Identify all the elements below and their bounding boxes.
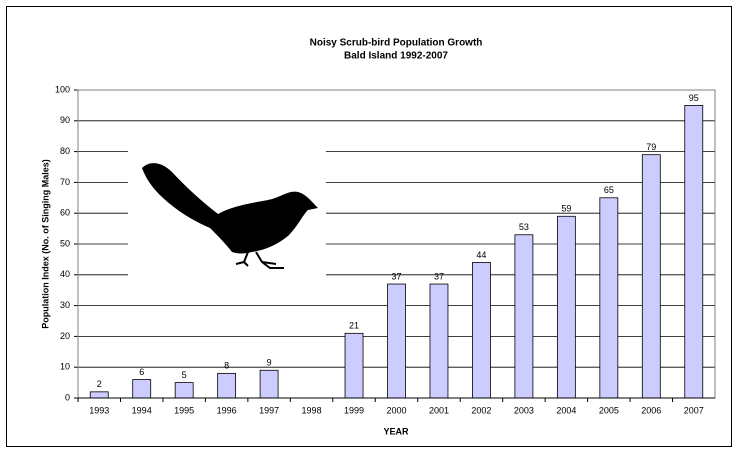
x-tick-label: 2004 bbox=[556, 405, 576, 415]
value-label: 37 bbox=[391, 271, 401, 281]
x-tick-label: 2000 bbox=[386, 405, 406, 415]
bar bbox=[259, 369, 279, 399]
y-tick-label: 100 bbox=[55, 84, 70, 94]
x-tick-label: 1994 bbox=[132, 405, 152, 415]
value-label: 5 bbox=[182, 370, 187, 380]
value-label: 8 bbox=[224, 361, 229, 371]
x-tick-label: 1997 bbox=[259, 405, 279, 415]
x-axis-title: YEAR bbox=[383, 426, 409, 436]
chart-subtitle: Bald Island 1992-2007 bbox=[344, 51, 448, 62]
x-tick-label: 2002 bbox=[471, 405, 491, 415]
bar bbox=[599, 197, 619, 399]
x-tick-label: 2005 bbox=[599, 405, 619, 415]
value-label: 37 bbox=[434, 271, 444, 281]
bar bbox=[641, 154, 661, 399]
bar bbox=[472, 262, 491, 399]
x-tick-label: 2001 bbox=[429, 405, 449, 415]
x-tick-label: 1995 bbox=[174, 405, 194, 415]
y-axis-title: Population Index (No. of Singing Males) bbox=[40, 159, 50, 329]
y-tick-label: 10 bbox=[60, 362, 70, 372]
value-label: 79 bbox=[646, 142, 656, 152]
bar bbox=[217, 372, 237, 399]
y-tick-label: 60 bbox=[60, 208, 70, 218]
value-label: 65 bbox=[604, 185, 614, 195]
bar bbox=[387, 283, 406, 399]
value-label: 21 bbox=[349, 321, 359, 331]
x-tick-label: 1993 bbox=[89, 405, 109, 415]
x-tick-label: 2007 bbox=[684, 405, 704, 415]
bar bbox=[556, 215, 576, 399]
y-tick-label: 90 bbox=[60, 115, 70, 125]
y-tick-label: 0 bbox=[65, 392, 70, 402]
value-label: 2 bbox=[97, 379, 102, 389]
y-tick-label: 70 bbox=[60, 177, 70, 187]
x-tick-label: 1999 bbox=[344, 405, 364, 415]
x-tick-label: 2003 bbox=[514, 405, 534, 415]
bar bbox=[684, 105, 704, 399]
value-label: 95 bbox=[689, 93, 699, 103]
y-tick-label: 50 bbox=[60, 238, 70, 248]
y-tick-label: 30 bbox=[60, 300, 70, 310]
x-tick-label: 1996 bbox=[217, 405, 237, 415]
x-tick-label: 2006 bbox=[641, 405, 661, 415]
chart-border bbox=[6, 6, 732, 447]
value-label: 9 bbox=[267, 358, 272, 368]
value-label: 59 bbox=[561, 204, 571, 214]
value-label: 53 bbox=[519, 222, 529, 232]
bar bbox=[514, 234, 534, 399]
bar bbox=[174, 382, 194, 399]
y-tick-label: 80 bbox=[60, 146, 70, 156]
chart-title: Noisy Scrub-bird Population Growth bbox=[310, 38, 483, 49]
bar bbox=[429, 283, 449, 399]
bird-illustration bbox=[128, 148, 326, 276]
value-label: 44 bbox=[476, 250, 486, 260]
bar bbox=[89, 391, 109, 399]
x-tick-label: 1998 bbox=[302, 405, 322, 415]
y-tick-label: 40 bbox=[60, 269, 70, 279]
bar bbox=[344, 332, 364, 399]
bar bbox=[132, 379, 152, 399]
value-label: 6 bbox=[139, 367, 144, 377]
y-tick-label: 20 bbox=[60, 331, 70, 341]
